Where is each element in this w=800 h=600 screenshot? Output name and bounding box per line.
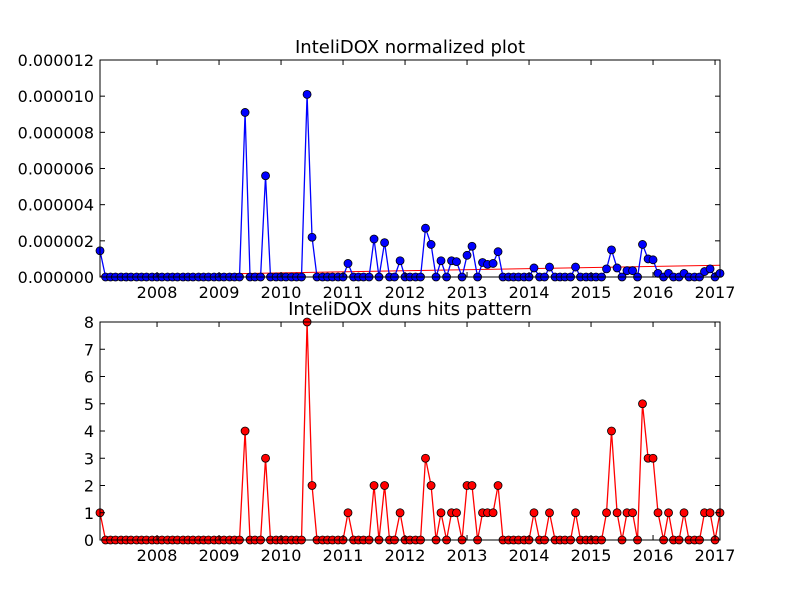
x-tick-label: 2016: [633, 546, 674, 565]
data-point: [493, 247, 503, 257]
x-tick-label: 2014: [509, 283, 550, 302]
x-tick-label: 2017: [695, 546, 736, 565]
chart-panel-1: InteliDOX normalized plot 0.000000 0.00000…: [18, 37, 736, 302]
data-point: [421, 223, 430, 233]
data-point: [493, 481, 503, 490]
x-tick-label: 2013: [447, 546, 488, 565]
data-point: [261, 453, 270, 463]
data-point: [467, 481, 477, 490]
plot-frame: [99, 321, 721, 541]
data-point: [705, 264, 715, 274]
y-tick-label: 0.000006: [18, 160, 94, 179]
data-point: [380, 238, 389, 248]
data-point: [571, 262, 580, 272]
data-point: [571, 508, 580, 518]
data-point: [488, 259, 498, 268]
y-tick-label: 0.000010: [18, 87, 94, 106]
y-tick-label: 4: [84, 422, 94, 441]
x-tick-label: 2013: [447, 283, 488, 302]
data-point: [648, 453, 658, 463]
data-point: [679, 508, 689, 518]
data-point: [628, 508, 637, 518]
data-point: [612, 508, 622, 518]
data-point: [343, 259, 353, 268]
data-point: [302, 89, 312, 99]
chart-title: InteliDOX normalized plot: [295, 37, 525, 58]
x-tick-label: 2015: [571, 546, 612, 565]
data-point: [261, 171, 270, 181]
data-point: [612, 263, 622, 273]
data-point: [452, 257, 461, 267]
y-tick-label: 1: [84, 504, 94, 523]
x-tick-label: 2012: [385, 546, 426, 565]
x-tick-label: 2008: [137, 546, 178, 565]
data-point: [436, 508, 446, 518]
data-point: [529, 263, 539, 273]
data-point: [240, 426, 250, 436]
x-tick-label: 2017: [695, 283, 736, 302]
chart-panel-2: InteliDOX duns hits pattern 0 1 2 3 4 5 6 7 8 2008…: [84, 299, 736, 565]
data-point: [426, 240, 436, 249]
data-point: [426, 481, 436, 490]
plot-frame: [99, 59, 721, 278]
series-line: [99, 321, 721, 541]
x-tick-label: 2010: [261, 283, 302, 302]
data-point: [369, 234, 379, 244]
data-point: [436, 256, 446, 266]
chart-title: InteliDOX duns hits pattern: [288, 299, 532, 320]
y-tick-label: 8: [84, 313, 94, 332]
data-point: [602, 264, 611, 274]
y-tick-label: 5: [84, 395, 94, 414]
series-line: [99, 94, 721, 280]
y-tick-label: 0.000004: [18, 196, 94, 215]
x-tick-label: 2011: [323, 283, 364, 302]
data-point: [369, 481, 379, 490]
x-tick-label: 2008: [137, 283, 178, 302]
data-point: [628, 266, 637, 276]
data-point: [307, 232, 317, 242]
data-point: [488, 508, 498, 518]
x-tick-label: 2015: [571, 283, 612, 302]
y-tick-label: 3: [84, 449, 94, 468]
y-tick-label: 0.000000: [18, 268, 94, 287]
x-tick-label: 2012: [385, 283, 426, 302]
y-tick-label: 2: [84, 477, 94, 496]
y-tick-label: 0.000002: [18, 232, 94, 251]
x-tick-label: 2016: [633, 283, 674, 302]
data-point: [529, 508, 539, 518]
data-point: [395, 256, 405, 266]
y-tick-label: 0.000008: [18, 123, 94, 142]
data-point: [638, 399, 647, 409]
y-tick-label: 0: [84, 531, 94, 550]
data-point: [467, 241, 477, 251]
y-tick-label: 7: [84, 340, 94, 359]
y-tick-label: 6: [84, 368, 94, 387]
x-tick-label: 2014: [509, 546, 550, 565]
data-point: [395, 508, 405, 518]
data-point: [380, 481, 389, 490]
x-tick-label: 2009: [199, 546, 240, 565]
data-point: [648, 255, 658, 265]
data-point: [638, 240, 647, 249]
data-point: [602, 508, 611, 518]
data-point: [452, 508, 461, 518]
data-point: [545, 262, 554, 272]
data-point: [664, 508, 673, 518]
y-tick-label: 0.000012: [18, 51, 94, 70]
data-point: [421, 453, 430, 463]
x-tick-label: 2011: [323, 546, 364, 565]
data-point: [462, 250, 472, 260]
data-point: [653, 508, 663, 518]
data-point: [240, 108, 250, 117]
x-tick-label: 2009: [199, 283, 240, 302]
data-point: [343, 508, 353, 518]
data-point: [607, 426, 616, 436]
data-point: [307, 481, 317, 490]
data-point: [607, 245, 616, 255]
data-point: [705, 508, 715, 518]
x-tick-label: 2010: [261, 546, 302, 565]
data-point: [545, 508, 554, 518]
